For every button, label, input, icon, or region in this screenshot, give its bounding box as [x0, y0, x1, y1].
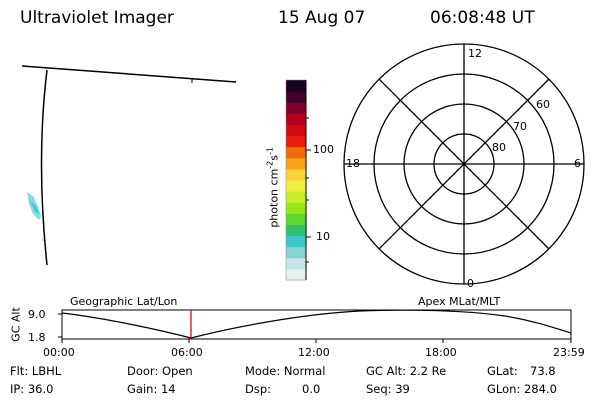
colorbar-segment [286, 102, 306, 114]
info-gain: Gain: 14 [127, 382, 176, 396]
colorbar-tick-100: 100 [313, 143, 334, 156]
timeline-y-axis-label: GC Alt [9, 307, 23, 342]
polar-label-18: 18 [346, 157, 360, 170]
timeline-y-tick-max: 9.0 [28, 308, 46, 321]
polar-label-12: 12 [468, 47, 482, 60]
polar-lat-60: 60 [536, 98, 550, 111]
colorbar-segment [286, 213, 306, 225]
horizon-line [21, 65, 237, 83]
colorbar [285, 79, 307, 281]
timeline-x-tick-0000: 00:00 [43, 346, 75, 359]
info-seq: Seq: 39 [366, 382, 410, 396]
timeline-y-tick-min: 1.8 [28, 331, 46, 344]
info-glon: GLon: 284.0 [487, 382, 557, 396]
polar-label-6: 6 [574, 157, 581, 170]
colorbar-axis [305, 80, 311, 280]
timeline-x-tick-1800: 18:00 [425, 346, 457, 359]
info-flt: Flt: LBHL [10, 364, 62, 378]
colorbar-segment [286, 246, 306, 259]
timeline-left-label: Geographic Lat/Lon [70, 295, 178, 308]
colorbar-segment [286, 168, 306, 181]
info-mode: Mode: Normal [245, 364, 326, 378]
colorbar-segment [286, 124, 306, 137]
colorbar-segment [286, 157, 306, 170]
colorbar-segment [286, 146, 306, 159]
colorbar-segment [286, 235, 306, 248]
polar-lat-80: 80 [492, 141, 506, 154]
geographic-image-panel [21, 65, 237, 266]
info-ip: IP: 36.0 [10, 382, 54, 396]
colorbar-segment [286, 268, 306, 281]
timeline-x-tick-0600: 06:00 [171, 346, 203, 359]
timeline-x-tick-1200: 12:00 [298, 346, 330, 359]
colorbar-segment [286, 202, 306, 214]
info-dsp-value: 0.0 [302, 382, 321, 396]
app-title: Ultraviolet Imager [20, 8, 174, 28]
colorbar-segment [286, 113, 306, 125]
colorbar-segment [286, 224, 306, 237]
header-date: 15 Aug 07 [278, 8, 366, 28]
colorbar-segment [286, 257, 306, 270]
polar-plot [343, 43, 585, 285]
header-time: 06:08:48 UT [430, 8, 535, 28]
info-glat-value: 73.8 [530, 364, 556, 378]
polar-label-0: 0 [467, 277, 474, 290]
colorbar-segment [286, 91, 306, 103]
polar-lat-70: 70 [513, 120, 527, 133]
info-dsp: Dsp: [245, 382, 272, 396]
timeline-x-tick-2359: 23:59 [553, 346, 585, 359]
timeline-right-label: Apex MLat/MLT [418, 295, 501, 308]
colorbar-segment [286, 180, 306, 192]
colorbar-segment [286, 191, 306, 203]
aurora-dot [42, 238, 44, 241]
altitude-curve [61, 309, 572, 339]
info-door: Door: Open [127, 364, 193, 378]
info-gc-alt: GC Alt: 2.2 Re [366, 364, 447, 378]
aurora-patch-faint [30, 200, 39, 214]
altitude-plot [58, 309, 572, 343]
colorbar-unit-label: photon cm-2s-1 [265, 147, 281, 228]
earth-limb [40, 69, 48, 266]
info-glat: GLat: [487, 364, 518, 378]
colorbar-tick-10: 10 [316, 230, 330, 243]
colorbar-segment [286, 135, 306, 148]
colorbar-segment [286, 80, 306, 92]
